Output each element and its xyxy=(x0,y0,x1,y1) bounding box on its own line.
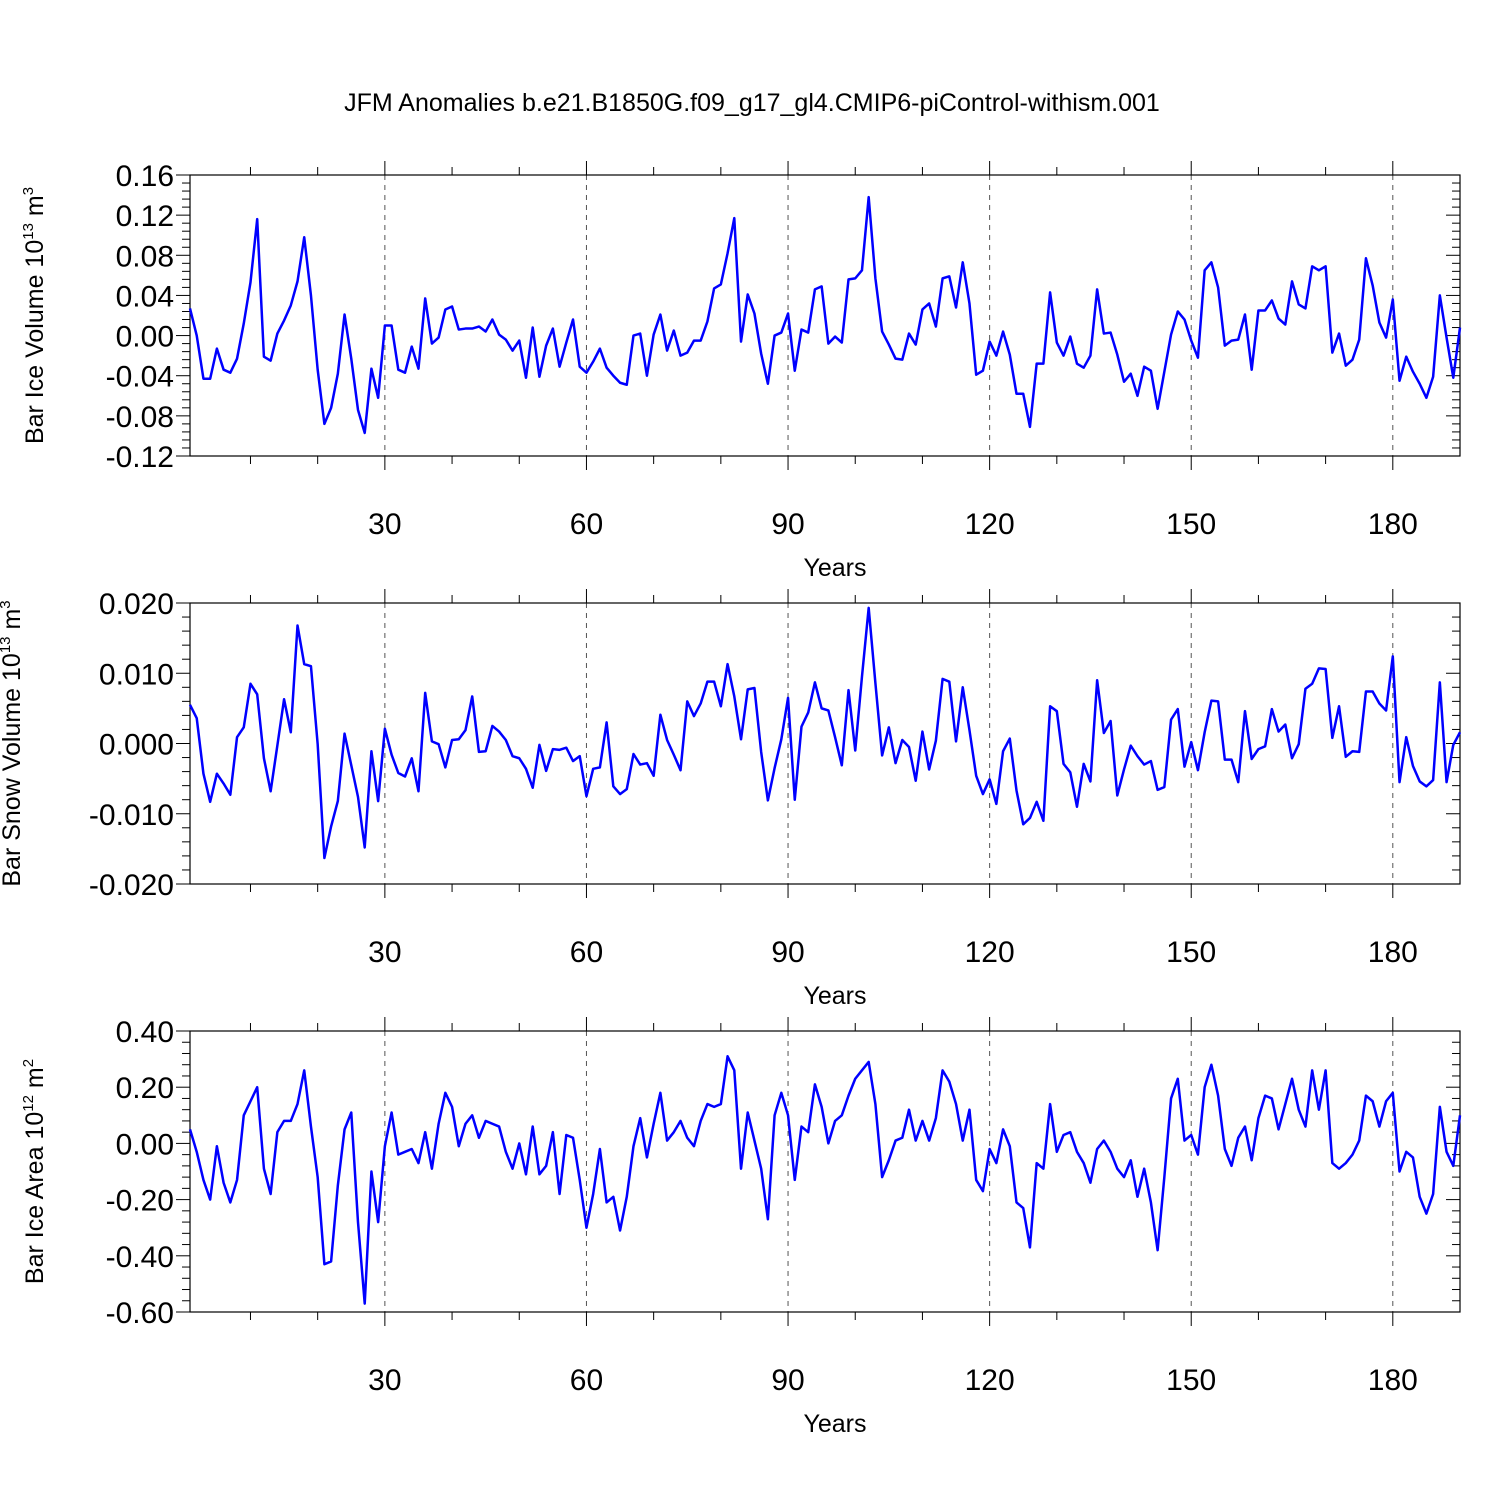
y-tick-label: 0.000 xyxy=(99,729,174,762)
y-tick-label: 0.16 xyxy=(116,160,174,193)
y-axis-unit-base: 10 xyxy=(21,1112,49,1140)
y-axis-unit-base: 10 xyxy=(0,653,26,681)
series-line-ice-volume xyxy=(188,195,1462,435)
y-tick-label: 0.20 xyxy=(116,1072,174,1105)
x-tick-label: 150 xyxy=(1166,1364,1216,1397)
x-tick-label: 30 xyxy=(368,936,401,969)
y-tick-label: 0.40 xyxy=(116,1016,174,1049)
y-tick-label: -0.12 xyxy=(106,441,174,474)
x-tick-label: 30 xyxy=(368,1364,401,1397)
y-tick-label: 0.04 xyxy=(116,280,174,313)
x-tick-label: 180 xyxy=(1368,1364,1418,1397)
y-tick-label: 0.00 xyxy=(116,321,174,354)
x-tick-label: 90 xyxy=(771,936,804,969)
x-axis-title: Years xyxy=(803,1410,866,1438)
y-axis-unit-exponent: 12 xyxy=(20,1095,37,1112)
y-axis-title: Bar Snow Volume 1013 m3 xyxy=(0,600,26,886)
y-axis-title: Bar Ice Volume 1013 m3 xyxy=(20,187,49,444)
y-axis-unit-base: 10 xyxy=(21,240,49,268)
y-axis-unit-symbol-exponent: 2 xyxy=(20,1059,37,1067)
y-tick-label: -0.04 xyxy=(106,361,174,394)
x-tick-label: 150 xyxy=(1166,936,1216,969)
x-axis-title: Years xyxy=(803,554,866,582)
plot-frame xyxy=(189,174,1461,457)
panel-ice-area: 30 60 90 120 150 180 -0.60 -0.40 -0.20 0.00 0.20 0.… xyxy=(20,1016,1462,1438)
panel-ice-volume: 30 60 90 120 150 180 -0.12 -0.08 -0.04 0.00 0.04 0.… xyxy=(20,160,1462,582)
figure-title: JFM Anomalies b.e21.B1850G.f09_g17_gl4.C… xyxy=(344,89,1160,117)
y-axis-label-text: Bar Ice Area xyxy=(21,1140,49,1285)
series-line-snow-volume xyxy=(188,606,1462,860)
y-tick-label: -0.020 xyxy=(89,869,174,902)
x-tick-label: 120 xyxy=(965,508,1015,541)
y-axis-label-text: Bar Snow Volume xyxy=(0,681,26,887)
y-axis-unit-symbol: m xyxy=(21,195,49,223)
y-axis-title: Bar Ice Area 1012 m2 xyxy=(20,1059,49,1284)
x-axis-title: Years xyxy=(803,982,866,1010)
y-axis-label-text: Bar Ice Volume xyxy=(21,268,49,444)
x-tick-label: 180 xyxy=(1368,936,1418,969)
y-axis-unit-symbol-exponent: 3 xyxy=(20,187,37,195)
y-tick-label: 0.00 xyxy=(116,1128,174,1161)
y-axis-unit-exponent: 13 xyxy=(0,636,14,653)
y-tick-label: 0.08 xyxy=(116,240,174,273)
x-tick-label: 60 xyxy=(570,1364,603,1397)
y-tick-label: 0.12 xyxy=(116,200,174,233)
x-tick-label: 60 xyxy=(570,936,603,969)
y-axis-unit-exponent: 13 xyxy=(20,223,37,240)
y-axis-unit-symbol: m xyxy=(0,609,26,637)
plot-frame xyxy=(189,1030,1461,1313)
x-tick-label: 90 xyxy=(771,1364,804,1397)
panel-snow-volume: 30 60 90 120 150 180 -0.020 -0.010 0.000 0.010 0.0… xyxy=(0,588,1462,1010)
y-tick-label: 0.010 xyxy=(99,658,174,691)
y-tick-label: -0.20 xyxy=(106,1185,174,1218)
x-tick-label: 120 xyxy=(965,1364,1015,1397)
y-tick-label: -0.60 xyxy=(106,1297,174,1330)
y-axis-unit-symbol-exponent: 3 xyxy=(0,600,14,608)
y-axis-unit-symbol: m xyxy=(21,1067,49,1095)
x-tick-label: 90 xyxy=(771,508,804,541)
y-tick-label: -0.010 xyxy=(89,799,174,832)
x-tick-label: 30 xyxy=(368,508,401,541)
x-tick-label: 180 xyxy=(1368,508,1418,541)
y-tick-label: -0.40 xyxy=(106,1241,174,1274)
series-line-ice-area xyxy=(188,1055,1462,1305)
y-tick-label: -0.08 xyxy=(106,401,174,434)
x-tick-label: 60 xyxy=(570,508,603,541)
x-tick-label: 120 xyxy=(965,936,1015,969)
y-tick-label: 0.020 xyxy=(99,588,174,621)
x-tick-label: 150 xyxy=(1166,508,1216,541)
